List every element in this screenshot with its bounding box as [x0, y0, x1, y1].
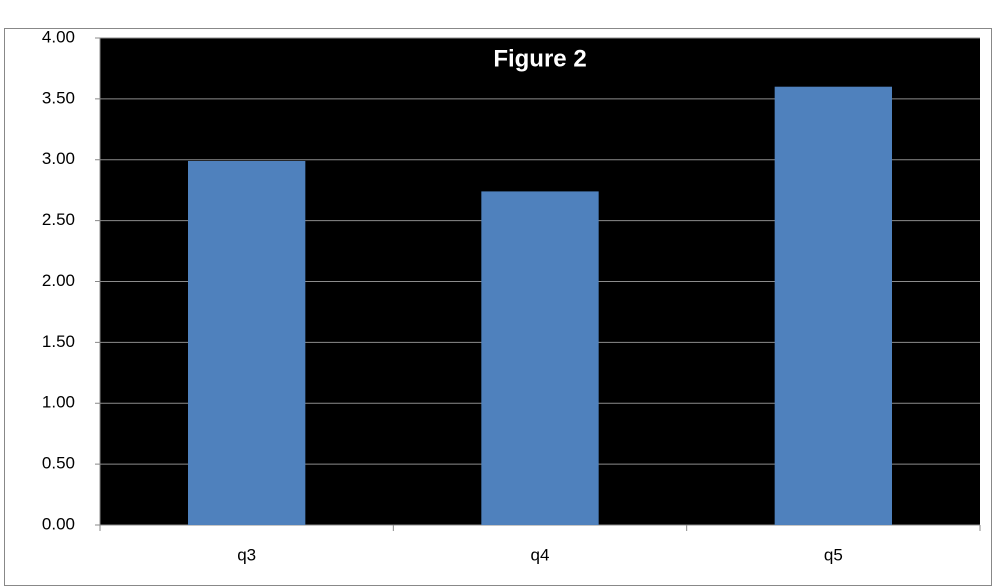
- chart-title: Figure 2: [493, 45, 586, 72]
- y-tick-label: 4.00: [42, 27, 75, 46]
- x-tick-label: q3: [237, 545, 256, 564]
- y-tick-label: 3.50: [42, 88, 75, 107]
- y-tick-label: 0.00: [42, 514, 75, 533]
- y-tick-label: 2.00: [42, 271, 75, 290]
- y-tick-label: 1.50: [42, 332, 75, 351]
- bar: [481, 191, 599, 525]
- y-tick-label: 0.50: [42, 454, 75, 473]
- bar: [774, 86, 892, 525]
- y-tick-label: 1.00: [42, 393, 75, 412]
- x-tick-label: q5: [824, 545, 843, 564]
- x-tick-label: q4: [531, 545, 550, 564]
- bar: [188, 160, 306, 525]
- y-tick-label: 3.00: [42, 149, 75, 168]
- y-tick-label: 2.50: [42, 210, 75, 229]
